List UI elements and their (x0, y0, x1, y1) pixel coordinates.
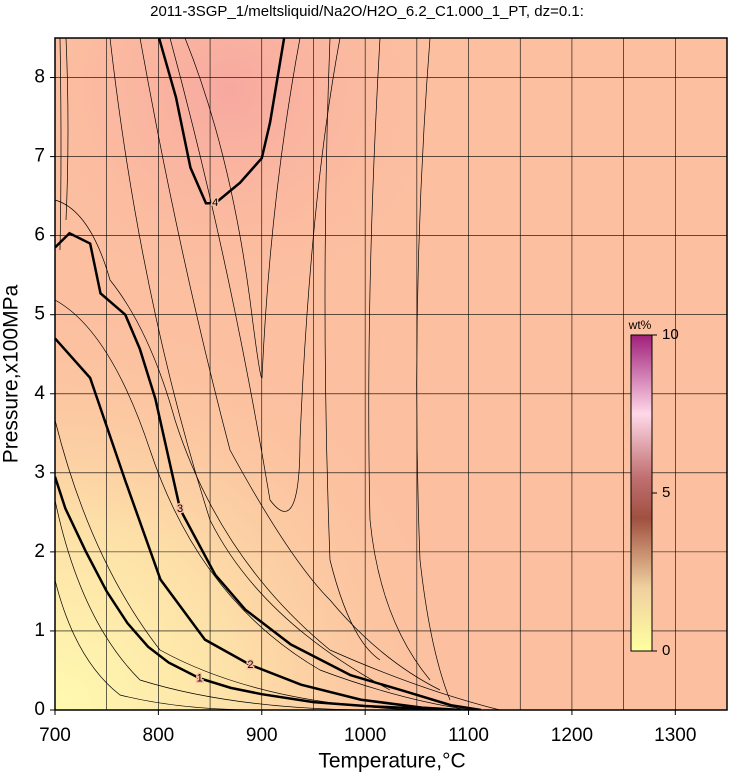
contour-label: 1 (197, 672, 203, 684)
x-tick-label: 700 (39, 725, 71, 746)
plot-frame (54, 37, 728, 711)
x-axis-label: Temperature,°C (318, 750, 465, 773)
y-tick-label: 8 (34, 67, 45, 88)
contour-line (157, 38, 286, 205)
x-tick-label: 800 (143, 725, 175, 746)
minor-contours (55, 38, 501, 710)
colorbar-tick-label: 10 (662, 326, 679, 343)
colorbar (630, 334, 653, 652)
contour-label: 2 (247, 659, 253, 671)
plot-background (55, 38, 727, 710)
x-tick-label: 1000 (344, 725, 386, 746)
colorbar-tick-label: 5 (662, 484, 670, 501)
y-tick-label: 0 (34, 699, 45, 720)
y-tick-label: 4 (34, 383, 45, 404)
x-tick-label: 1200 (551, 725, 593, 746)
colorbar-label: wt% (628, 318, 652, 332)
y-tick-label: 2 (34, 541, 45, 562)
contour-line (55, 231, 482, 710)
y-tick-label: 7 (34, 146, 45, 167)
x-tick-label: 900 (246, 725, 278, 746)
y-tick-label: 5 (34, 304, 45, 325)
colorbar-tick-label: 0 (662, 642, 670, 659)
contour-label: 3 (177, 503, 183, 515)
x-tick-label: 1300 (654, 725, 696, 746)
y-tick-label: 6 (34, 225, 45, 246)
chart-title: 2011-3SGP_1/meltsliquid/Na2O/H2O_6.2_C1.… (150, 3, 584, 20)
y-tick-label: 1 (34, 620, 45, 641)
contour-line (55, 337, 462, 710)
y-axis-label: Pressure,x100MPa (0, 284, 23, 463)
x-tick-label: 1100 (448, 725, 489, 746)
contour-line (55, 476, 448, 710)
contour-label: 4 (212, 197, 218, 209)
y-tick-label: 3 (34, 462, 45, 483)
